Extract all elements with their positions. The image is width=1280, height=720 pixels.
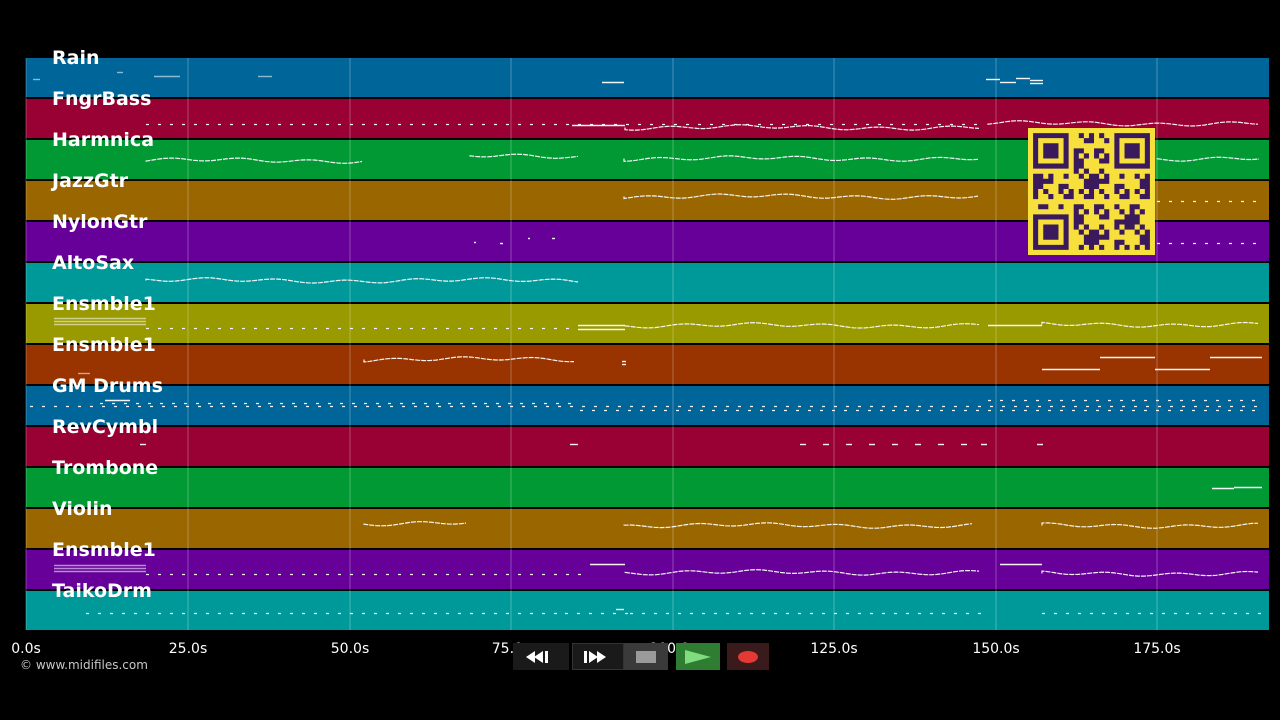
note-run [623,155,979,162]
note-run [987,120,1259,127]
note-run [1041,522,1259,529]
time-tick-label: 0.0s [11,641,41,657]
track-label: NylonGtr [52,211,148,233]
transport-controls [510,643,769,670]
stop-button[interactable] [624,643,668,670]
note-run [469,153,579,159]
track-label: RevCymbl [52,416,158,438]
note-run [623,522,973,529]
stop-icon [636,650,656,663]
note-run [624,569,980,576]
time-tick-label: 175.0s [1133,641,1180,657]
fast-forward-button[interactable] [572,643,624,670]
track-label: AltoSax [52,252,134,274]
track-label: Ensmble1 [52,334,156,356]
play-icon [685,649,711,664]
note-run [1156,156,1260,162]
track-label: Harmnica [52,129,154,151]
time-tick-label: 50.0s [331,641,369,657]
track-lane [26,427,1269,466]
note-run [624,124,980,131]
note-run [624,322,980,329]
note-run [1041,570,1259,577]
track-label: JazzGtr [50,170,129,192]
track-lane [26,58,1269,97]
track-labels: Rain FngrBass Harmnica JazzGtr NylonGtr AltoS… [50,47,163,602]
copyright-text: © www.midifiles.com [20,658,148,672]
gridlines [25,58,1158,630]
note-run [1041,321,1259,328]
time-tick-label: 150.0s [972,641,1019,657]
qr-code [1028,128,1155,255]
record-icon [737,650,759,663]
time-tick-label: 125.0s [810,641,857,657]
track-label: Trombone [52,457,158,479]
rewind-button[interactable] [513,643,569,670]
rewind-icon [526,650,556,664]
qr-code-modules [1033,133,1150,250]
play-button[interactable] [676,643,720,670]
note-run [623,193,979,200]
track-label: FngrBass [52,88,151,110]
fast-forward-icon [584,650,612,664]
track-label: Violin [52,498,113,520]
track-label: Rain [52,47,100,69]
track-lane [26,386,1269,425]
track-label: Ensmble1 [52,539,156,561]
note-layer [30,71,1262,615]
track-label: Ensmble1 [52,293,156,315]
track-lane [26,263,1269,302]
track-lane [26,468,1269,507]
track-lane [26,304,1269,343]
track-lane [26,509,1269,548]
track-lane [26,550,1269,589]
note-run [363,356,575,363]
note-run [145,157,363,164]
track-lane [26,591,1269,630]
track-label: GM Drums [52,375,163,397]
track-label: TaikoDrm [52,580,152,602]
time-tick-label: 25.0s [169,641,207,657]
record-button[interactable] [727,643,769,670]
note-run [363,521,467,527]
note-run [145,277,579,284]
track-lane [26,345,1269,384]
